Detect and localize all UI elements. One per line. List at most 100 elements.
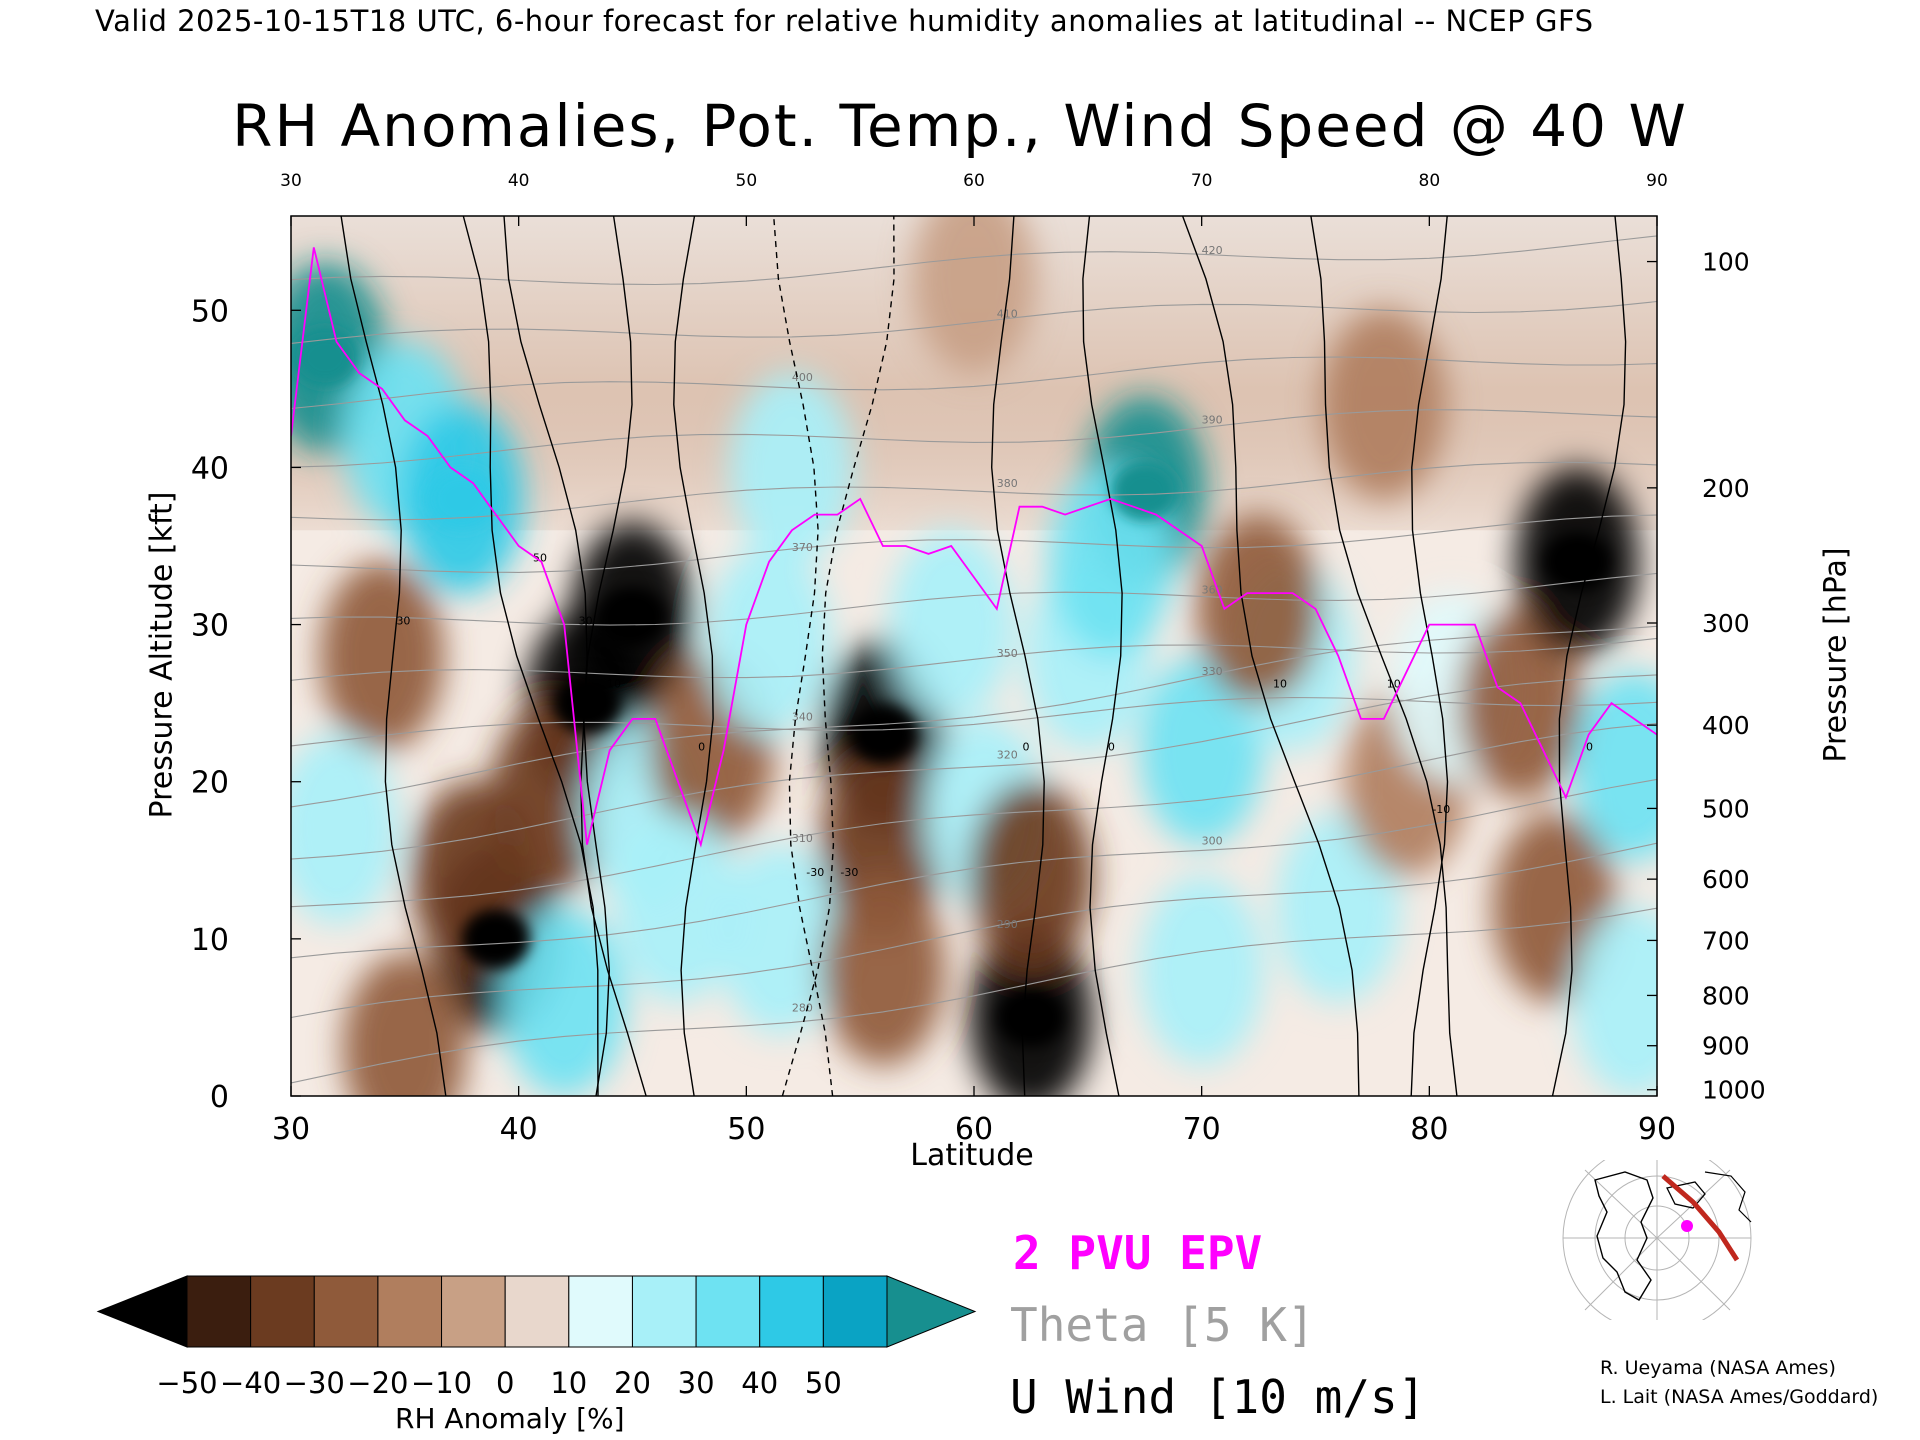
colorbar-swatch — [186, 1275, 252, 1348]
y-tick-label-right: 900 — [1702, 1032, 1750, 1061]
theta-contour-label: 330 — [1202, 665, 1223, 678]
x-tick-label: 70 — [1183, 1112, 1221, 1147]
u-wind-contour-label: -10 — [1432, 803, 1450, 816]
theta-contour-label: 290 — [997, 918, 1018, 931]
y-tick-label-right: 800 — [1702, 981, 1750, 1010]
colorbar-tick-label: −10 — [411, 1366, 472, 1400]
legend-theta-label: Theta [5 K] — [1010, 1298, 1315, 1352]
x-tick-label: 40 — [500, 1112, 538, 1147]
theta-contour-label: 310 — [792, 832, 813, 845]
theta-contour — [291, 461, 1657, 521]
theta-contour — [291, 356, 1657, 410]
rh-anomaly-blob — [1196, 513, 1321, 704]
theta-contour — [291, 409, 1657, 468]
y-tick-label-right: 100 — [1702, 248, 1750, 277]
theta-contour — [291, 696, 1657, 747]
colorbar-swatch — [568, 1275, 633, 1348]
colorbar-swatch — [377, 1275, 443, 1348]
rh-anomaly-blob — [490, 702, 615, 893]
rh-anomaly-blob — [616, 812, 741, 1003]
u-wind-contour-label: 0 — [1108, 740, 1115, 753]
map-location-marker — [1681, 1220, 1693, 1232]
map-eurasia-outline — [1704, 1171, 1752, 1223]
rh-anomaly-core — [598, 586, 667, 647]
rh-anomaly-blob — [820, 875, 945, 1066]
theta-contour — [291, 778, 1657, 959]
theta-contour-label: 360 — [1202, 583, 1223, 596]
u-wind-contour — [1310, 216, 1458, 1096]
u-wind-contour-label: -30 — [806, 866, 824, 879]
colorbar-tick-label: −40 — [220, 1366, 281, 1400]
rh-anomaly-blob — [718, 843, 843, 1034]
theta-contour-label: 280 — [792, 1002, 813, 1015]
theta-contour-label: 420 — [1202, 244, 1223, 257]
x-tick-label: 50 — [727, 1112, 765, 1147]
colorbar-tick-label: −30 — [284, 1366, 345, 1400]
credit-line-2: L. Lait (NASA Ames/Goddard) — [1600, 1386, 1879, 1408]
u-wind-contour — [1410, 216, 1449, 1096]
colorbar-swatch — [759, 1275, 824, 1348]
u-wind-contour — [462, 216, 599, 1096]
colorbar-swatch — [822, 1275, 888, 1348]
x-axis-label: Latitude — [910, 1138, 1034, 1173]
colorbar-tick-label: 10 — [550, 1366, 587, 1400]
colorbar-tick-label: 0 — [496, 1366, 514, 1400]
y-tick-label-left: 40 — [191, 451, 229, 486]
chart-title: RH Anomalies, Pot. Temp., Wind Speed @ 4… — [232, 92, 1688, 160]
rh-anomaly-blob — [291, 733, 399, 924]
x-tick-label-top: 50 — [736, 171, 758, 191]
colorbar-swatch — [250, 1275, 315, 1348]
x-tick-label-top: 70 — [1191, 171, 1213, 191]
rh-anomaly-blob — [1572, 671, 1657, 861]
rh-anomaly-blob — [502, 906, 627, 1096]
u-wind-contours: 30 50 30 10 0 -30 -30 0 0 10 10 -10 0 — [340, 216, 1627, 1096]
map-continent-outline — [1594, 1171, 1654, 1301]
x-tick-label: 30 — [272, 1112, 310, 1147]
forecast-header: Valid 2025-10-15T18 UTC, 6-hour forecast… — [95, 4, 1594, 38]
u-wind-contour-label: 10 — [1387, 677, 1401, 690]
theta-contour — [291, 722, 1657, 908]
x-tick-label: 80 — [1410, 1112, 1448, 1147]
theta-contour-label: 350 — [997, 647, 1018, 660]
rh-anomaly-blob — [968, 781, 1093, 971]
theta-contours: 2802903003103203303403503603703803904004… — [291, 235, 1657, 1084]
u-wind-contour-label: 50 — [533, 552, 547, 565]
colorbar-swatch — [313, 1275, 379, 1348]
theta-contour — [291, 637, 1657, 681]
u-wind-contour-label: 10 — [1273, 677, 1287, 690]
colorbar-tick-label: −20 — [347, 1366, 408, 1400]
y-tick-label-right: 200 — [1702, 474, 1750, 503]
u-wind-contour-label: 30 — [396, 615, 410, 628]
rh-anomaly-blob — [342, 953, 467, 1096]
rh-anomaly-core — [291, 327, 360, 388]
colorbar-swatch — [695, 1275, 761, 1348]
y-tick-label-left: 10 — [191, 923, 229, 958]
rh-anomaly-core — [461, 908, 530, 969]
pv-2pvu-line — [291, 247, 1657, 848]
x-tick-label: 60 — [955, 1112, 993, 1147]
rh-anomaly-blob — [889, 529, 1014, 720]
rh-anomaly-blob — [1139, 875, 1264, 1066]
u-wind-contour — [673, 216, 714, 1096]
y-tick-label-right: 1000 — [1702, 1076, 1766, 1105]
u-wind-contour-label: 0 — [698, 740, 705, 753]
y-tick-label-right: 600 — [1702, 865, 1750, 894]
x-tick-label-top: 90 — [1646, 171, 1668, 191]
rh-anomaly-blob — [1139, 655, 1264, 846]
theta-contour-label: 340 — [792, 711, 813, 724]
colorbar-tick-label: 40 — [741, 1366, 778, 1400]
rh-anomaly-core — [996, 987, 1065, 1048]
u-wind-contour — [990, 216, 1045, 1096]
x-tick-label-top: 60 — [963, 171, 985, 191]
pv-2pvu-path — [291, 247, 1657, 848]
theta-contour — [291, 235, 1657, 286]
theta-contour-label: 370 — [792, 541, 813, 554]
colorbar-under-arrow — [96, 1275, 188, 1348]
map-section-track — [1661, 1174, 1740, 1262]
theta-contour-label: 380 — [997, 477, 1018, 490]
colorbar-tick-label: 30 — [678, 1366, 715, 1400]
legend-pv-label: 2 PVU EPV — [1013, 1226, 1263, 1280]
colorbar-swatch — [631, 1275, 697, 1348]
u-wind-contour — [1082, 216, 1123, 1096]
theta-contour — [291, 842, 1657, 1019]
